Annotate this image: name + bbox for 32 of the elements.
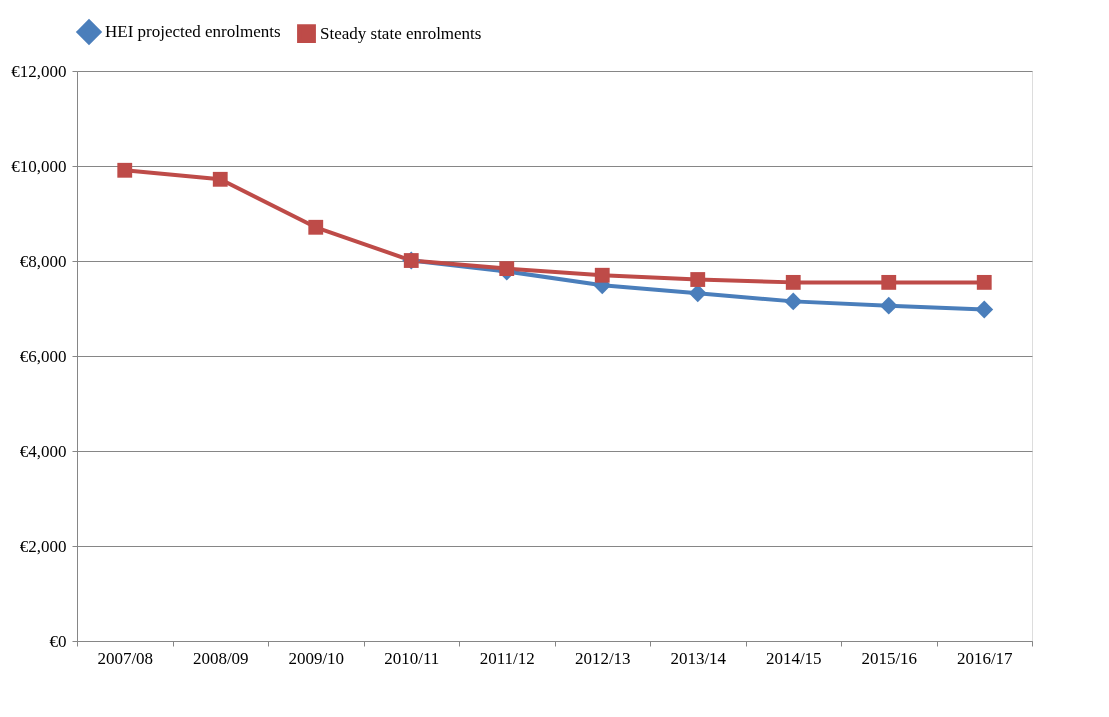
x-tick-label: 2016/17 [956,648,1014,668]
x-tick-label: 2013/14 [670,648,727,668]
y-tick-label: €6,000 [19,346,67,366]
x-tick-label: 2014/15 [765,648,822,668]
x-tick-label: 2007/08 [97,648,154,668]
point [975,300,994,319]
point [879,296,898,315]
point [784,292,803,311]
x-tick-label: 2008/09 [192,648,249,668]
legend-label: Steady state enrolments [320,23,482,43]
x-tick-label: 2015/16 [861,648,918,668]
x-tick-label: 2010/11 [384,648,440,668]
point [688,284,707,303]
point [308,219,324,235]
y-tick-label: €0 [49,631,67,651]
x-tick-label: 2012/13 [574,648,631,668]
point [976,274,992,290]
point [594,267,610,283]
point [212,171,228,187]
point [499,261,515,277]
y-tick-label: €12,000 [11,61,67,81]
legend-label: HEI projected enrolments [105,22,281,42]
point [785,274,801,290]
point [117,162,133,178]
y-tick-label: €10,000 [11,156,67,176]
y-tick-label: €2,000 [19,536,67,556]
x-tick-label: 2009/10 [288,648,345,668]
y-tick-label: €4,000 [19,441,67,461]
x-tick-label: 2011/12 [479,648,535,668]
point [690,272,706,287]
point [881,274,897,290]
y-tick-label: €8,000 [19,251,67,271]
